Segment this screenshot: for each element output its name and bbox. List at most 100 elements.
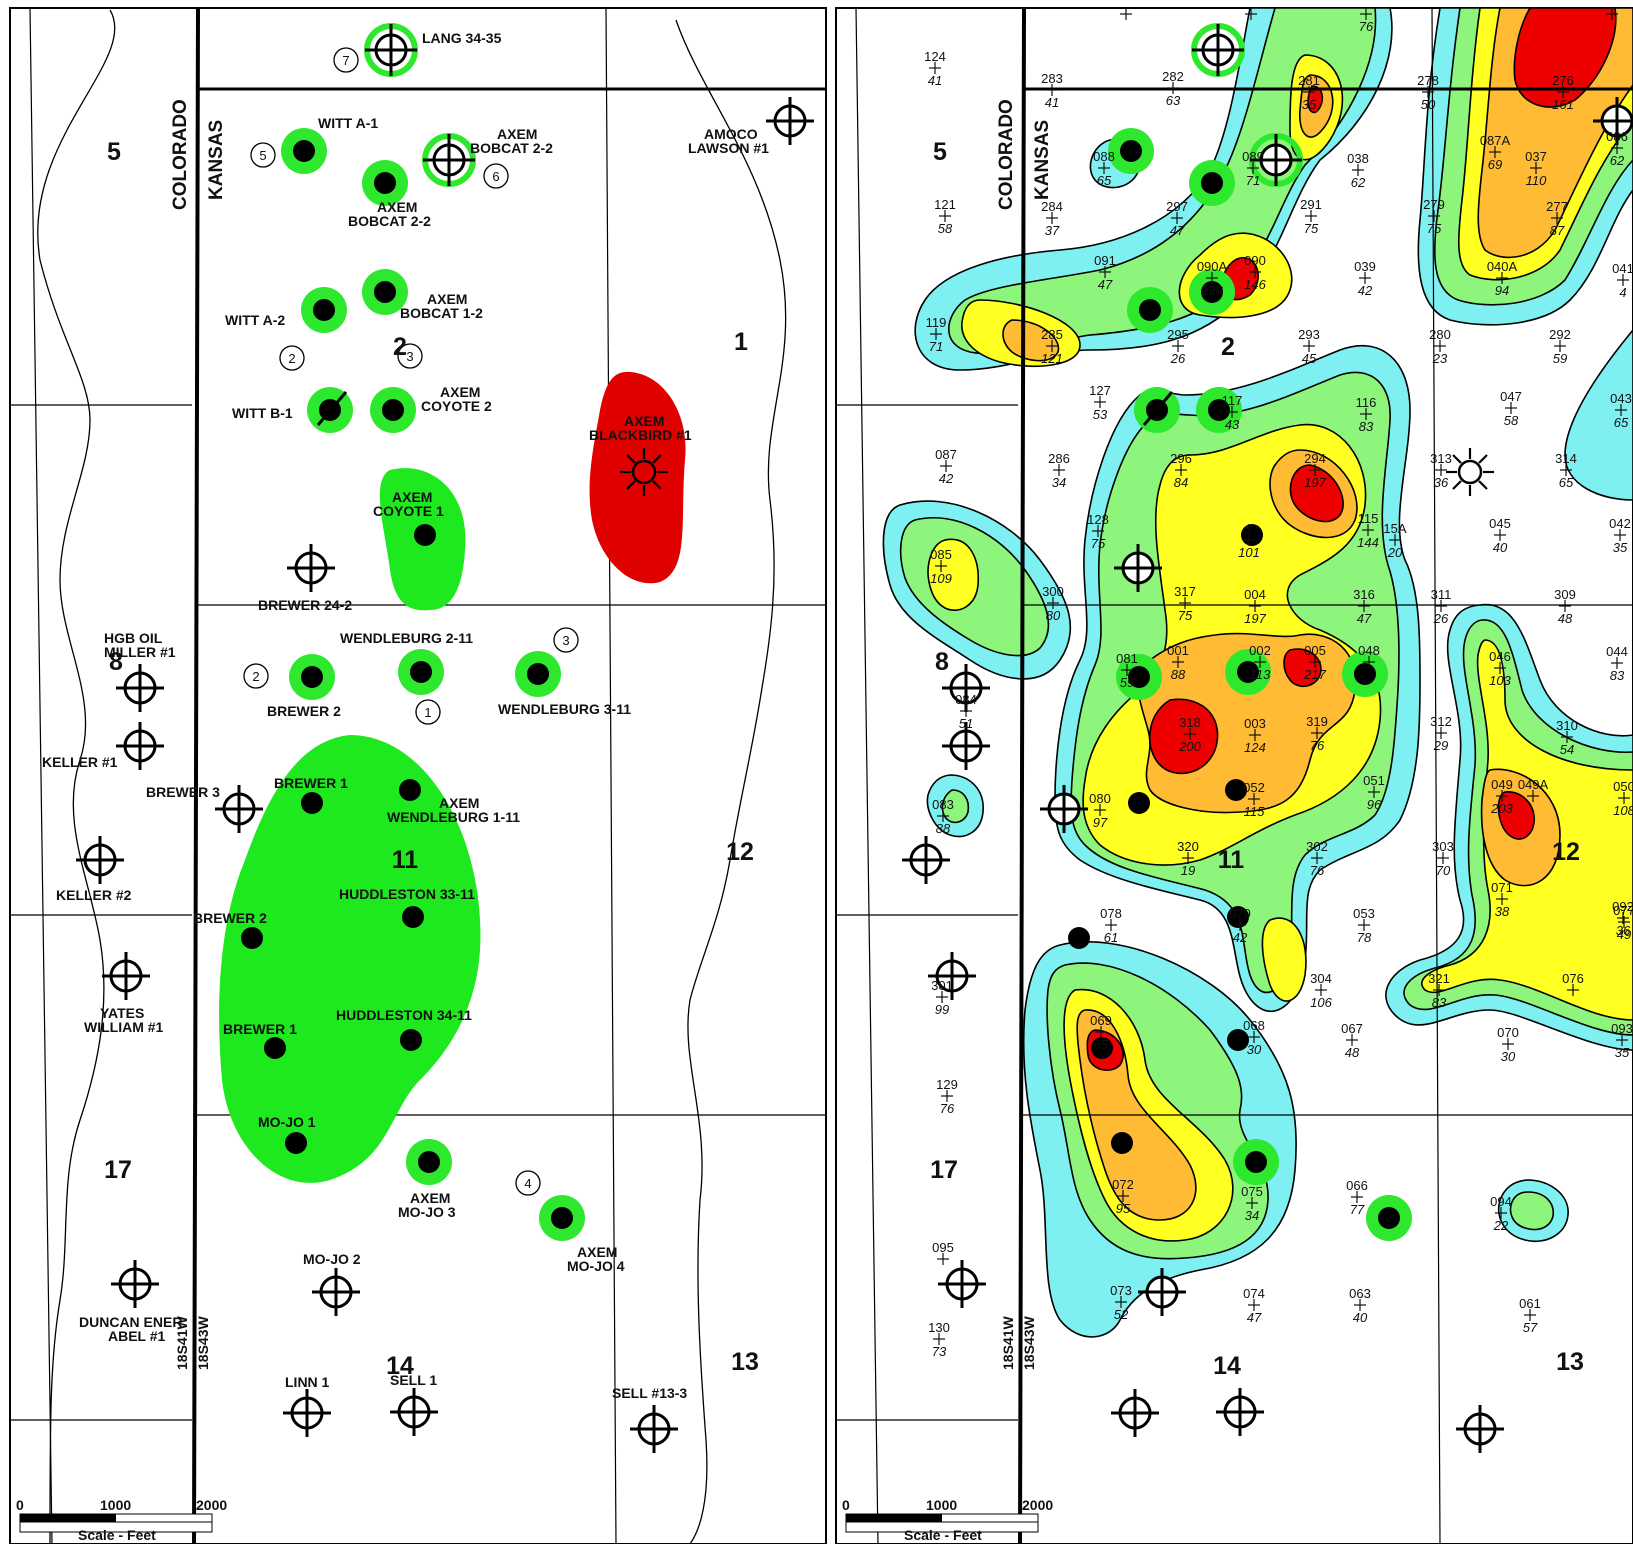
section-number: 17 [104, 1156, 132, 1184]
section-number: 5 [107, 138, 121, 166]
sample-point: 043 65 [1610, 391, 1632, 430]
sample-point-value: 41 [1045, 95, 1059, 110]
well-label: MO-JO 4 [567, 1258, 625, 1274]
sample-point-value: 83 [1359, 419, 1374, 434]
sample-point-value: 48 [1558, 611, 1573, 626]
oil-well-marker [400, 1029, 422, 1051]
sample-point-value: 203 [1490, 801, 1513, 816]
sample-point-id: 309 [1554, 587, 1576, 602]
sample-point-value: 35 [1615, 1045, 1630, 1060]
sample-point-id: 073 [1110, 1283, 1132, 1298]
sample-point-id: 312 [1430, 714, 1452, 729]
circled-number: 6 [492, 169, 499, 184]
well-label: HUDDLESTON 34-11 [336, 1007, 472, 1023]
well-label: WITT A-2 [225, 312, 285, 328]
circled-number: 2 [252, 669, 259, 684]
sample-point-value: 47 [1247, 1310, 1262, 1325]
sample-point: 127 53 [1089, 383, 1111, 422]
well-label: AXEM [427, 291, 467, 307]
sample-point-id: 069 [1090, 1013, 1112, 1028]
sample-point-id: 39 [1119, 0, 1133, 10]
well-label: AXEM [440, 384, 480, 400]
well-label: BREWER 1 [223, 1021, 297, 1037]
oil-well-marker [301, 792, 323, 814]
well-label: LANG 34-35 [422, 30, 502, 46]
sample-point: 115 144 [1357, 511, 1379, 550]
sample-point: 282 63 [1162, 69, 1184, 108]
sample-point-id: 276 [1552, 73, 1574, 88]
sample-point-id: 049A [1518, 777, 1549, 792]
sample-point-id: 278 [1417, 73, 1439, 88]
scale-tick: 1000 [100, 1497, 131, 1513]
well-label: LAWSON #1 [688, 140, 769, 156]
sample-point-id: 077 [1613, 903, 1633, 918]
sample-point-id: 119 [926, 315, 947, 330]
section-number: 14 [1213, 1352, 1241, 1380]
sample-point-value: 47 [1098, 277, 1113, 292]
sample-point-value: 97 [1093, 815, 1108, 830]
sample-point-id: 314 [1555, 451, 1577, 466]
circled-number: 4 [524, 1176, 531, 1191]
sample-point-value: 42 [1233, 930, 1248, 945]
sample-point-value: 42 [939, 471, 954, 486]
kansas-label: KANSAS [206, 120, 227, 200]
well-label: SELL #13-3 [612, 1385, 687, 1401]
sample-point-id: 293 [1298, 327, 1320, 342]
sample-point-value: 113 [1250, 667, 1271, 682]
sample-point: 116 83 [1356, 395, 1377, 434]
sample-point-id: 090A [1197, 259, 1228, 274]
producer-marker [281, 128, 327, 174]
sample-point-id: 310 [1556, 718, 1578, 733]
sample-point-value: 75 [1304, 221, 1319, 236]
sample-point-value: 83 [1432, 995, 1447, 1010]
sample-point-value: 47 [1170, 223, 1185, 238]
sample-point-value: 80 [1046, 608, 1061, 623]
sample-point: 12 [1605, 8, 1619, 21]
sample-point-value: 73 [932, 1344, 947, 1359]
section-number: 8 [935, 648, 949, 676]
sample-point: 001 88 [1167, 643, 1189, 682]
sample-point-value: 61 [1104, 930, 1118, 945]
sample-point: 041 4 [1612, 261, 1633, 300]
sample-point-id: 093 [1611, 1021, 1633, 1036]
section-number: 11 [1218, 846, 1245, 874]
sample-point-id: 050 [1613, 779, 1633, 794]
kansas-label: KANSAS [1032, 120, 1053, 200]
sample-point-value: 110 [1526, 173, 1547, 188]
dry-hole-marker [365, 24, 417, 76]
sample-point: 049 203 [1490, 777, 1513, 816]
sample-point-id: 092 [1612, 899, 1633, 914]
sample-point: 045 40 [1489, 516, 1511, 555]
producer-marker [370, 387, 416, 433]
sample-point-id: 1 [1245, 521, 1252, 536]
sample-point: 278 50 [1417, 73, 1439, 112]
sample-point-value: 48 [1345, 1045, 1360, 1060]
sample-point-value: 95 [1116, 1201, 1131, 1216]
sample-point-value: 26 [1170, 351, 1186, 366]
sample-point-value: 78 [1357, 930, 1372, 945]
oil-well-marker [1128, 792, 1150, 814]
sample-point: 002 113 [1249, 643, 1271, 682]
sample-point-value: 65 [1097, 173, 1112, 188]
sample-point-value: 75 [1427, 221, 1442, 236]
sample-point-value: 65 [1094, 1037, 1109, 1052]
boundary-line [675, 19, 787, 1544]
sample-point-id: 052 [1243, 780, 1265, 795]
sample-point: 310 54 [1556, 718, 1578, 757]
sample-point-id: 129 [936, 1077, 958, 1092]
sample-point: 279 75 [1423, 197, 1445, 236]
sample-point: 303 70 [1432, 839, 1454, 878]
sample-point-id: 078 [1100, 906, 1122, 921]
blackbird-prospect-area [589, 371, 686, 584]
sample-point-value: 30 [1247, 1042, 1262, 1057]
sample-point-id: 004 [1244, 587, 1266, 602]
sample-point: 292 59 [1549, 327, 1571, 366]
sample-point: 042 35 [1609, 516, 1631, 555]
well-label: WITT A-1 [318, 115, 378, 131]
sample-point: 094 22 [1490, 1194, 1512, 1233]
sample-point-value: 197 [1304, 475, 1326, 490]
sample-point-value: 70 [1436, 863, 1451, 878]
well-label: HGB OIL [104, 630, 163, 646]
boundary-line [37, 9, 116, 1544]
